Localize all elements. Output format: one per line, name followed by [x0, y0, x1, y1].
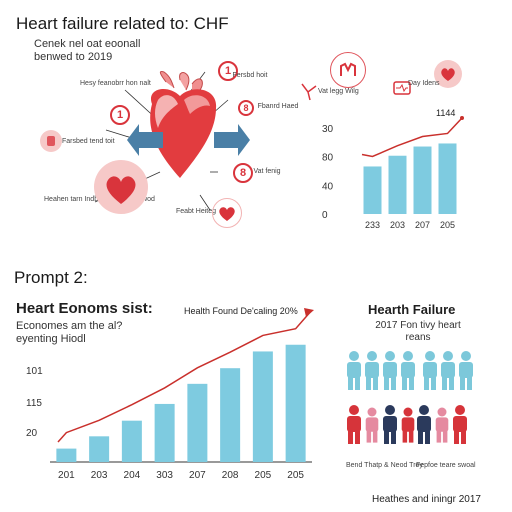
icon-label-right: Day Idens [408, 80, 440, 87]
monitor-icon [393, 81, 411, 95]
diagram-label-g: Feabt Heiteg [175, 208, 217, 215]
top-subtitle-line1: Cenek nel oat eoonall [34, 38, 141, 50]
diagram-label-a: Hesy feanobrr hon nalt [80, 80, 151, 87]
diagram-label-b: Fersbd hoit [232, 72, 268, 79]
prompt-label: Prompt 2: [14, 268, 88, 287]
badge-one-top: 1 [218, 61, 238, 81]
bottom-chart-bar [187, 383, 208, 462]
person-icon [441, 351, 455, 390]
bottom-chart-xtick: 303 [156, 470, 173, 481]
person-icon [365, 351, 379, 390]
badge-one-left: 1 [110, 105, 130, 125]
top-chart-ytick: 0 [322, 210, 328, 221]
people-pictogram [347, 351, 473, 444]
bottom-chart-bar [252, 351, 273, 462]
bottom-bar-chart: 20 115 101 201 203 204 303 207 208 205 205 [26, 308, 314, 481]
stethoscope-icon [301, 83, 317, 101]
top-chart-xtick: 203 [390, 220, 405, 230]
top-chart-bar [363, 166, 382, 214]
top-chart-bar [413, 146, 432, 214]
top-chart-trend-line [361, 117, 463, 158]
person-icon [401, 351, 415, 390]
person-icon [383, 351, 397, 390]
top-chart-trend-point [460, 116, 464, 120]
bar-chart-icon [330, 52, 366, 88]
bottom-chart-bar [285, 344, 306, 462]
diagram-label-e: Vat fenig [253, 168, 281, 175]
bottom-chart-bar [154, 403, 175, 462]
top-chart-xtick: 207 [415, 220, 430, 230]
bottom-chart-trend-line [57, 309, 313, 443]
bottom-left-sub-line2: eyenting Hiodl [16, 333, 86, 345]
bottom-left-sub-line1: Economes am the al? [16, 320, 123, 332]
heart-icon [106, 176, 136, 204]
bottom-chart-xtick: 203 [91, 470, 108, 481]
bottom-right-sub-line1: 2017 Fon tivy heart [375, 320, 461, 331]
bottom-chart-ytick: 20 [26, 428, 38, 439]
top-chart-bar [388, 155, 407, 214]
badge-eight: 8 [233, 163, 253, 183]
heart-bubble-icon [212, 198, 242, 228]
top-chart-xtick: 233 [365, 220, 380, 230]
bottom-chart-bar [121, 420, 142, 462]
bottom-right-sub-line2: reans [405, 332, 431, 343]
person-icon [423, 351, 437, 390]
person-icon [383, 405, 397, 444]
person-icon [365, 407, 379, 443]
person-icon [453, 405, 467, 444]
bottom-right-footer: Heathes and iningr 2017 [372, 494, 481, 505]
top-chart-ytick: 30 [322, 124, 334, 135]
top-title: Heart failure related to: CHF [16, 14, 229, 33]
bottom-chart-bar [220, 368, 241, 462]
person-icon [417, 405, 431, 444]
person-icon [401, 407, 415, 443]
bottom-chart-bar [89, 436, 110, 462]
bottom-chart-ytick: 101 [26, 366, 43, 377]
bottom-chart-bar [56, 448, 77, 462]
bottom-chart-xtick: 205 [255, 470, 272, 481]
top-chart-ytick: 40 [322, 181, 334, 192]
heart-illustration [150, 71, 217, 178]
top-bar-chart: 0 40 80 30 233 203 207 205 1144 [322, 108, 464, 230]
person-icon [347, 351, 361, 390]
icon-label-left: Vat legg Wilg [318, 88, 359, 95]
bottom-chart-xtick: 207 [189, 470, 206, 481]
bottom-right-title: Hearth Failure [368, 302, 456, 317]
bottom-left-title: Heart Eonoms sist: [16, 300, 153, 317]
people-caption-right: Fepfoe teare swoal [416, 462, 476, 469]
person-icon [435, 407, 449, 443]
bottom-chart-trend-arrowhead [304, 308, 314, 317]
broken-heart-disc [94, 160, 148, 214]
person-icon [347, 405, 361, 444]
bottom-chart-xtick: 204 [124, 470, 141, 481]
diagram-label-d: Farsbed tend toit [62, 138, 115, 145]
right-arrow-icon [214, 124, 250, 156]
ecg-icon [40, 130, 62, 152]
top-chart-annotation: 1144 [436, 108, 455, 118]
bottom-chart-xtick: 201 [58, 470, 75, 481]
diagram-label-c: Fbanrd Haed [257, 103, 299, 110]
top-chart-xtick: 205 [440, 220, 455, 230]
top-chart-bar [438, 143, 457, 214]
bottom-chart-title: Health Found De'caling 20% [184, 306, 298, 316]
person-icon [459, 351, 473, 390]
people-caption-left: Bend Thatp & Neod Troy [346, 462, 423, 469]
bottom-chart-xtick: 208 [222, 470, 239, 481]
bottom-chart-xtick: 205 [287, 470, 304, 481]
top-chart-ytick: 80 [322, 153, 334, 164]
heart-circle-icon [434, 60, 462, 88]
badge-eight-small: 8 [238, 100, 254, 116]
bottom-chart-ytick: 115 [26, 398, 42, 409]
left-arrow-icon [127, 124, 163, 156]
top-subtitle-line2: benwed to 2019 [34, 51, 113, 63]
